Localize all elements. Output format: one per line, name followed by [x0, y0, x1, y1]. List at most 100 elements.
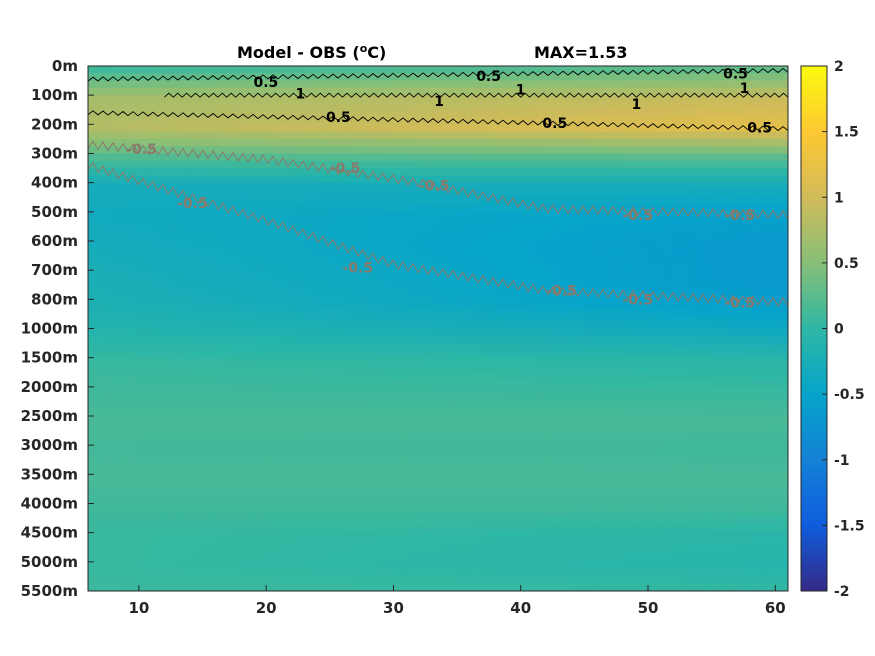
heatmap-cell	[546, 277, 560, 286]
heatmap-cell	[597, 503, 611, 512]
heatmap-cell	[342, 262, 356, 271]
heatmap-cell	[278, 364, 293, 373]
heatmap-cell	[291, 532, 305, 541]
heatmap-cell	[177, 503, 191, 512]
heatmap-cell	[380, 292, 395, 300]
heatmap-cell	[418, 379, 433, 388]
heatmap-cell	[177, 488, 191, 497]
heatmap-cell	[406, 117, 420, 125]
heatmap-cell	[444, 394, 458, 403]
heatmap-cell	[622, 277, 636, 286]
heatmap-cell	[100, 175, 115, 184]
heatmap-cell	[482, 488, 496, 497]
heatmap-cell	[737, 138, 751, 147]
heatmap-cell	[584, 197, 598, 206]
heatmap-cell	[368, 386, 382, 395]
heatmap-cell	[138, 277, 153, 286]
heatmap-cell	[533, 554, 547, 563]
heatmap-cell	[291, 569, 305, 578]
heatmap-cell	[622, 583, 636, 591]
heatmap-cell	[737, 525, 751, 534]
heatmap-cell	[278, 255, 293, 264]
heatmap-cell	[278, 233, 293, 242]
heatmap-cell	[406, 539, 420, 548]
contour-label: 1	[434, 94, 444, 110]
heatmap-cell	[469, 175, 484, 184]
heatmap-cell	[597, 284, 611, 293]
heatmap-cell	[329, 146, 344, 155]
heatmap-cell	[355, 532, 369, 541]
heatmap-cell	[126, 445, 140, 454]
heatmap-cell	[126, 474, 140, 483]
heatmap-cell	[215, 583, 229, 591]
heatmap-cell	[775, 343, 788, 351]
heatmap-cell	[597, 583, 611, 591]
heatmap-cell	[673, 386, 687, 395]
heatmap-cell	[660, 241, 675, 249]
heatmap-cell	[546, 197, 560, 206]
heatmap-cell	[88, 539, 102, 548]
heatmap-cell	[431, 445, 445, 454]
heatmap-cell	[278, 503, 293, 512]
heatmap-cell	[177, 241, 191, 249]
heatmap-cell	[457, 510, 471, 519]
heatmap-cell	[317, 423, 331, 432]
heatmap-cell	[380, 445, 395, 454]
heatmap-cell	[317, 109, 331, 118]
heatmap-cell	[660, 576, 675, 585]
heatmap-cell	[711, 408, 725, 417]
heatmap-cell	[151, 503, 165, 512]
heatmap-cell	[762, 357, 776, 366]
heatmap-cell	[393, 292, 407, 300]
heatmap-cell	[660, 372, 675, 381]
heatmap-cell	[495, 182, 509, 191]
heatmap-cell	[775, 372, 788, 381]
heatmap-cell	[533, 583, 547, 591]
heatmap-cell	[597, 299, 611, 308]
y-tick-label: 4500m	[21, 524, 78, 542]
heatmap-cell	[444, 153, 458, 162]
heatmap-cell	[635, 73, 649, 82]
heatmap-cell	[737, 80, 751, 89]
heatmap-cell	[113, 248, 127, 257]
heatmap-cell	[660, 226, 675, 235]
heatmap-cell	[393, 357, 407, 366]
heatmap-cell	[329, 452, 344, 461]
heatmap-cell	[355, 226, 369, 235]
heatmap-cell	[648, 255, 662, 264]
heatmap-cell	[266, 350, 280, 359]
heatmap-cell	[775, 117, 788, 125]
heatmap-cell	[126, 138, 140, 147]
heatmap-cell	[266, 554, 280, 563]
heatmap-cell	[571, 80, 585, 89]
heatmap-cell	[609, 467, 624, 475]
heatmap-cell	[749, 459, 764, 468]
heatmap-cell	[469, 394, 484, 403]
heatmap-cell	[88, 204, 102, 213]
heatmap-cell	[609, 102, 624, 111]
heatmap-cell	[304, 569, 318, 578]
heatmap-cell	[151, 146, 165, 155]
heatmap-cell	[698, 372, 713, 381]
heatmap-cell	[571, 379, 585, 388]
heatmap-cell	[508, 292, 522, 300]
heatmap-cell	[469, 168, 484, 176]
heatmap-cell	[342, 379, 356, 388]
heatmap-cell	[317, 364, 331, 373]
heatmap-cell	[673, 241, 687, 249]
heatmap-cell	[202, 481, 216, 490]
heatmap-cell	[686, 525, 700, 534]
contour-line	[88, 67, 788, 82]
heatmap-cell	[508, 306, 522, 315]
heatmap-cell	[113, 255, 127, 264]
heatmap-cell	[393, 255, 407, 264]
heatmap-cell	[762, 262, 776, 271]
heatmap-cell	[100, 313, 115, 322]
heatmap-cell	[164, 270, 178, 279]
heatmap-cell	[342, 474, 356, 483]
heatmap-cell	[609, 131, 624, 140]
heatmap-cell	[164, 262, 178, 271]
heatmap-cell	[698, 437, 713, 446]
heatmap-cell	[597, 321, 611, 330]
heatmap-cell	[126, 357, 140, 366]
